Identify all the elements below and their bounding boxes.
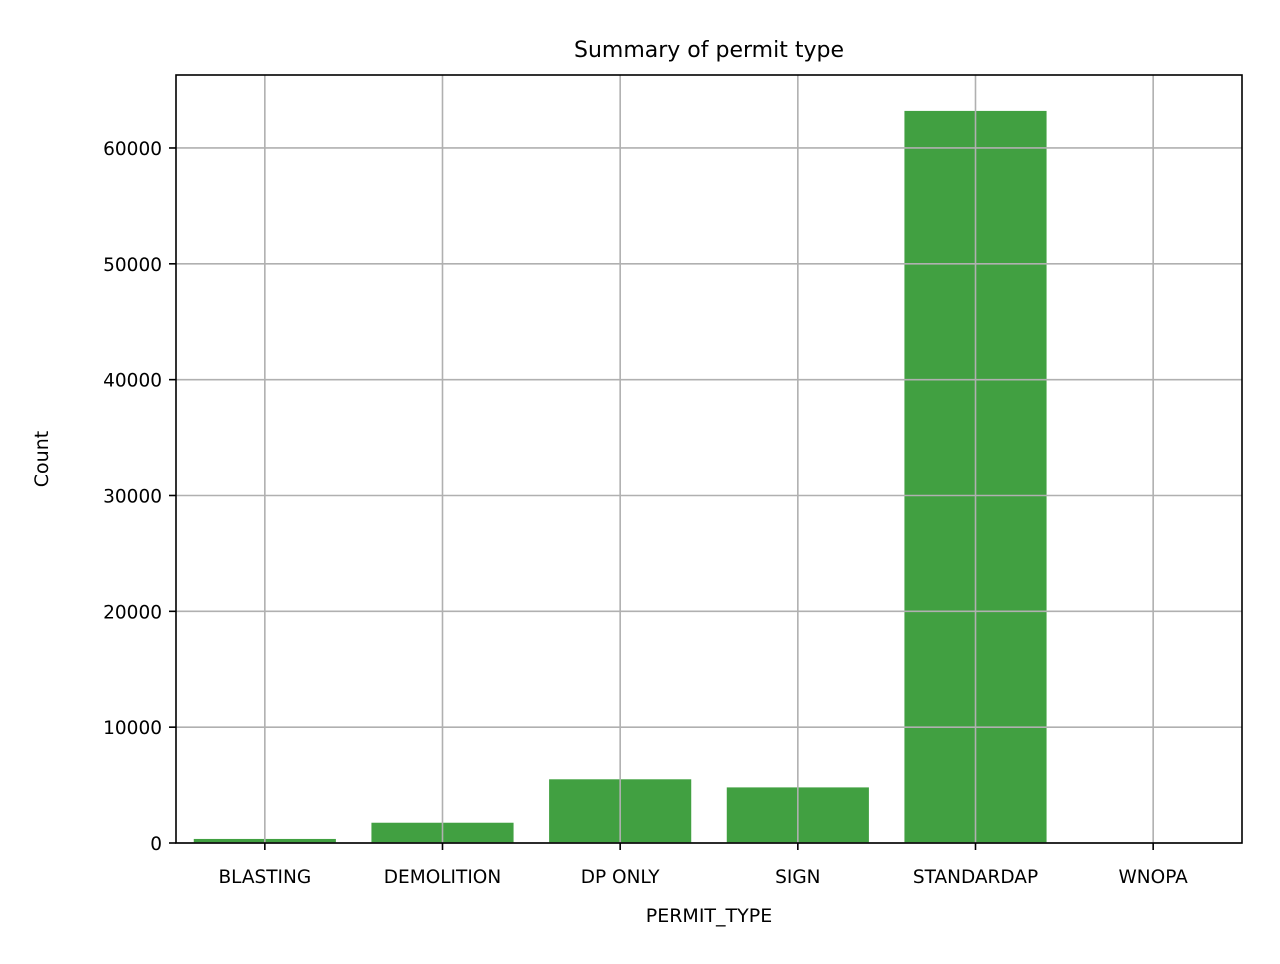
y-axis-label: Count bbox=[31, 431, 53, 487]
y-tick-label: 20000 bbox=[103, 602, 162, 623]
y-tick-label: 60000 bbox=[103, 139, 162, 160]
x-tick-label: STANDARDAP bbox=[913, 867, 1038, 888]
y-tick-label: 0 bbox=[150, 834, 162, 855]
x-axis-label: PERMIT_TYPE bbox=[646, 905, 772, 927]
y-axis-ticks: 0 10000 20000 30000 40000 50000 60000 bbox=[103, 139, 176, 855]
y-tick-label: 40000 bbox=[103, 371, 162, 392]
x-tick-label: BLASTING bbox=[218, 867, 311, 888]
y-tick-label: 10000 bbox=[103, 718, 162, 739]
y-tick-label: 30000 bbox=[103, 486, 162, 507]
x-tick-label: WNOPA bbox=[1119, 867, 1189, 888]
x-tick-label: DP ONLY bbox=[581, 867, 661, 888]
chart-title: Summary of permit type bbox=[574, 38, 844, 63]
x-tick-label: SIGN bbox=[775, 867, 820, 888]
y-tick-label: 50000 bbox=[103, 255, 162, 276]
grid bbox=[176, 75, 1242, 844]
x-axis-ticks: BLASTING DEMOLITION DP ONLY SIGN STANDARDAP W… bbox=[218, 843, 1188, 888]
x-tick-label: DEMOLITION bbox=[384, 867, 501, 888]
plot-frame bbox=[175, 74, 1243, 844]
